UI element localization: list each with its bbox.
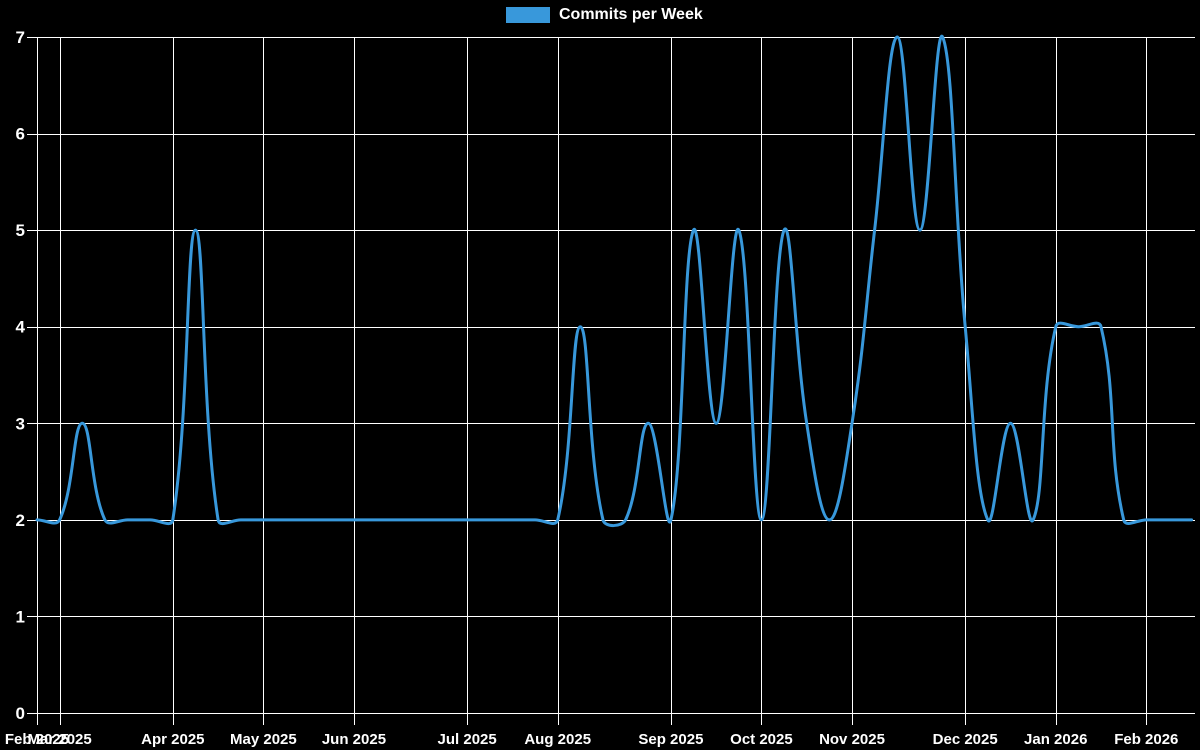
x-axis-label-apr-2025: Apr 2025 [141, 731, 204, 748]
x-axis-label-nov-2025: Nov 2025 [819, 731, 885, 748]
x-axis-label-feb-2025: Feb 2025 [5, 731, 69, 748]
x-axis-label-mar-2025: Mar 2025 [28, 731, 92, 748]
y-axis-label-1: 1 [16, 607, 25, 626]
x-axis-label-dec-2025: Dec 2025 [933, 731, 998, 748]
y-axis-label-2: 2 [16, 511, 25, 530]
x-axis-label-aug-2025: Aug 2025 [524, 731, 591, 748]
legend-swatch [506, 7, 550, 23]
x-axis-label-oct-2025: Oct 2025 [730, 731, 793, 748]
y-axis-label-7: 7 [16, 28, 25, 47]
legend-label: Commits per Week [559, 6, 703, 23]
y-axis-label-6: 6 [16, 125, 25, 144]
y-axis-label-5: 5 [16, 221, 25, 240]
commits-line-series [35, 35, 1194, 528]
x-axis-label-may-2025: May 2025 [230, 731, 297, 748]
x-axis-label-sep-2025: Sep 2025 [638, 731, 703, 748]
y-axis-label-3: 3 [16, 414, 25, 433]
y-axis-label-4: 4 [16, 318, 26, 337]
y-axis-label-0: 0 [16, 704, 25, 723]
chart-legend: Commits per Week [506, 6, 703, 24]
x-axis-label-jul-2025: Jul 2025 [438, 731, 497, 748]
x-axis-label-jun-2025: Jun 2025 [322, 731, 386, 748]
x-axis-label-feb-2026: Feb 2026 [1114, 731, 1178, 748]
x-axis-label-jan-2026: Jan 2026 [1024, 731, 1087, 748]
